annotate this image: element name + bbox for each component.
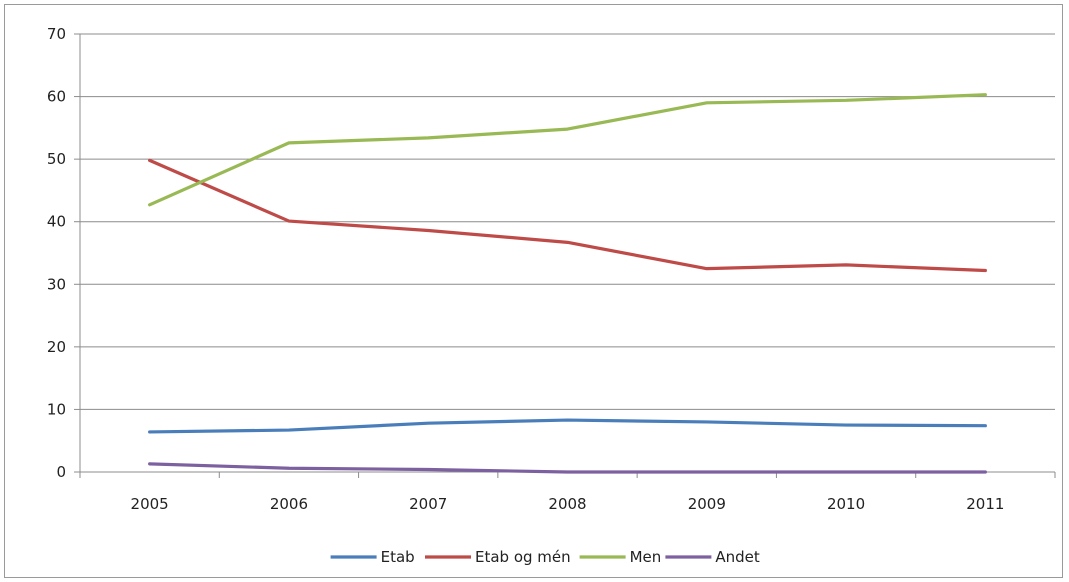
legend-item: Men	[579, 548, 662, 566]
x-tick-label: 2007	[409, 495, 447, 513]
x-tick-label: 2010	[827, 495, 865, 513]
gridlines	[80, 33, 1055, 410]
y-tick-label: 40	[47, 213, 66, 231]
y-tick-label: 30	[47, 275, 66, 293]
legend-label: Etab og mén	[475, 548, 571, 566]
legend-item: Andet	[665, 548, 760, 566]
x-tick-labels: 2005 2006 2007 2008 2009 2010 2011	[131, 495, 1005, 513]
x-tick-label: 2011	[966, 495, 1004, 513]
y-tick-label: 70	[47, 25, 66, 43]
legend-item: Etab	[330, 548, 415, 566]
y-tick-label: 20	[47, 338, 66, 356]
x-tick-label: 2006	[270, 495, 308, 513]
series-lines	[148, 93, 987, 474]
x-tick-label: 2009	[688, 495, 726, 513]
legend-label: Men	[630, 548, 662, 566]
legend-item: Etab og mén	[425, 548, 571, 566]
x-tick-label: 2005	[131, 495, 169, 513]
y-tick-label: 0	[56, 463, 66, 481]
series-line-andet	[148, 462, 987, 474]
legend: Etab Etab og mén Men Andet	[330, 548, 760, 566]
y-tick-labels: 0 10 20 30 40 50 60 70	[47, 25, 66, 481]
y-tick-label: 60	[47, 88, 66, 106]
y-tick-label: 50	[47, 150, 66, 168]
axes	[74, 33, 1056, 478]
series-line-etab	[148, 418, 987, 434]
y-tick-label: 10	[47, 400, 66, 418]
x-tick-label: 2008	[548, 495, 586, 513]
series-line-etab-og-m-n	[148, 158, 987, 273]
legend-label: Andet	[715, 548, 760, 566]
series-line-men	[148, 93, 987, 207]
legend-label: Etab	[381, 548, 415, 566]
